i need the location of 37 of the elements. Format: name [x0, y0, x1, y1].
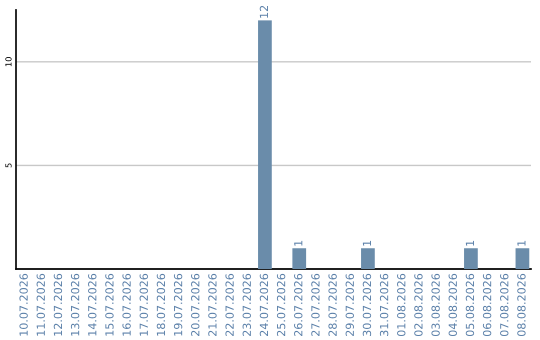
x-tick-label: 10.07.2026 — [19, 274, 28, 336]
x-tick-label: 26.07.2026 — [294, 274, 302, 336]
data-label: 12 — [260, 6, 268, 18]
x-tick-label: 18.07.2026 — [156, 274, 166, 336]
x-tick-label: 06.08.2026 — [482, 274, 492, 336]
x-tick-label: 15.07.2026 — [105, 274, 114, 336]
x-tick-label: 08.08.2026 — [517, 274, 526, 336]
x-tick-label: 17.07.2026 — [140, 274, 148, 336]
x-tick-label: 03.08.2026 — [431, 274, 440, 336]
x-tick-label: 05.08.2026 — [466, 274, 474, 336]
x-tick-label: 19.07.2026 — [174, 274, 182, 336]
data-label: 1 — [517, 240, 526, 246]
x-tick-label: 25.07.2026 — [276, 274, 286, 336]
x-tick-label: 12.07.2026 — [54, 274, 62, 336]
data-label: 1 — [294, 240, 302, 246]
x-tick-label: 30.07.2026 — [362, 274, 372, 336]
x-tick-label: 02.08.2026 — [414, 274, 423, 336]
x-tick-label: 24.07.2026 — [260, 274, 268, 336]
x-tick-label: 28.07.2026 — [328, 274, 337, 336]
y-tick-label: 5 — [5, 163, 12, 168]
data-label: 1 — [466, 240, 474, 246]
x-tick-label: 04.08.2026 — [448, 274, 457, 336]
x-tick-label: 16.07.2026 — [122, 274, 131, 336]
x-tick-label: 14.07.2026 — [88, 274, 96, 336]
x-tick-label: 22.07.2026 — [225, 274, 234, 336]
x-tick-label: 27.07.2026 — [311, 274, 320, 336]
x-tick-label: 20.07.2026 — [191, 274, 200, 336]
x-tick-label: 23.07.2026 — [242, 274, 251, 336]
x-tick-label: 21.07.2026 — [208, 274, 217, 336]
x-tick-label: 31.07.2026 — [380, 274, 388, 336]
x-tick-label: 01.08.2026 — [397, 274, 406, 336]
x-tick-label: 07.08.2026 — [500, 274, 508, 336]
x-tick-label: 11.07.2026 — [36, 274, 45, 336]
x-tick-label: 13.07.2026 — [70, 274, 80, 336]
y-tick-label: 10 — [5, 57, 12, 66]
data-label: 1 — [362, 240, 371, 246]
x-tick-label: 29.07.2026 — [346, 274, 354, 336]
